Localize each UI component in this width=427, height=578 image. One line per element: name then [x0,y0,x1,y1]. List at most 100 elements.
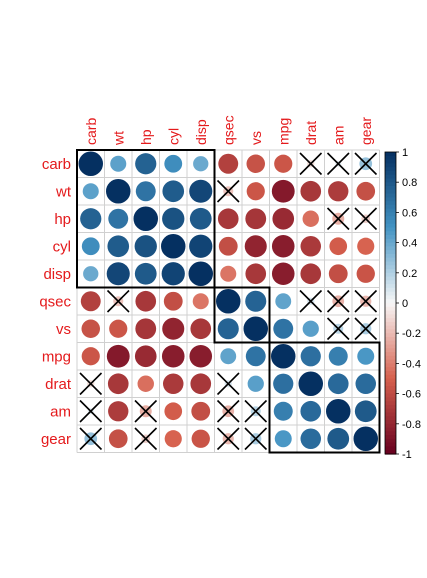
insignificant-cross-am-hp [134,399,158,423]
colorbar-band [385,253,396,259]
colorbar-tick-label: 0.8 [402,177,417,189]
correlation-circle-hp-vs [245,208,267,230]
colorbar-band [385,189,396,195]
colorbar-band [385,257,396,263]
colorbar-band [385,280,396,285]
colorbar-band [385,250,396,255]
correlation-circle-gear-disp [191,429,210,448]
colorbar-tick-label: 0 [402,298,408,310]
correlation-circle-vs-mpg [273,318,294,339]
colorbar-band [385,291,396,297]
correlation-circle-qsec-disp [192,293,209,310]
insignificant-cross-carb-am [326,152,350,176]
correlation-circle-mpg-qsec [220,348,237,365]
correlation-circle-carb-vs [246,154,265,173]
correlation-circle-vs-cyl [162,317,185,340]
colorbar-band [385,163,396,168]
colorbar-band [385,310,396,315]
correlation-circle-disp-hp [134,262,157,285]
correlation-circle-carb-wt [110,155,127,172]
correlation-circle-mpg-am [328,346,348,366]
colorbar-band [385,321,396,327]
colorbar-band [385,303,396,308]
insignificant-cross-carb-gear [354,152,378,176]
correlation-circle-carb-qsec [218,153,239,174]
correlation-circle-cyl-drat [300,236,321,257]
correlation-circle-gear-mpg [274,430,292,448]
colorbar-tick-label: 0.4 [402,238,417,250]
colorbar-band [385,336,396,342]
colorbar-band [385,431,396,436]
colorbar-band [385,276,396,281]
correlation-circle-cyl-gear [357,237,375,255]
colorbar-band [385,261,396,266]
cluster-rectangles [76,149,381,454]
colorbar-band [385,378,396,383]
colorbar-band [385,352,396,357]
correlation-circle-disp-carb [83,266,99,282]
grid [76,149,380,453]
row-label-wt: wt [55,183,72,200]
correlation-circle-hp-carb [80,208,102,230]
correlation-circle-wt-vs [246,182,265,201]
colorbar-band [385,416,396,421]
correlation-circle-hp-wt [108,208,129,229]
correlation-circle-gear-gear [353,426,378,451]
insignificant-cross-drat-qsec [216,372,240,396]
correlation-circle-am-disp [191,401,211,421]
colorbar-band [385,182,396,187]
correlation-circle-drat-drat [298,371,323,396]
insignificant-cross-gear-qsec [216,427,240,451]
colorbar-band [385,450,396,455]
correlation-circle-carb-cyl [164,154,183,173]
column-label-drat: drat [303,121,319,145]
correlation-circle-wt-carb [82,183,99,200]
colorbar-band [385,299,396,304]
insignificant-cross-qsec-gear [354,289,378,313]
colorbar-band [385,397,396,402]
row-label-am: am [50,403,71,420]
correlation-circle-wt-wt [106,179,131,204]
colorbar-tick-label: -1 [402,449,412,461]
correlation-circle-mpg-wt [106,344,130,368]
colorbar-band [385,212,396,217]
colorbar-band [385,438,396,444]
correlation-circle-disp-am [328,264,348,284]
colorbar-band [385,359,396,364]
correlation-circle-drat-gear [355,373,376,394]
correlation-circle-wt-gear [356,181,376,201]
insignificant-cross-gear-carb [79,427,103,451]
correlation-circle-vs-drat [302,320,319,337]
colorbar-band [385,393,396,398]
correlation-circle-am-cyl [164,402,183,421]
insignificant-cross-am-carb [79,399,103,423]
insignificant-cross-vs-am [326,317,350,341]
colorbar-band [385,155,396,161]
row-label-qsec: qsec [39,293,71,310]
colorbar-band [385,219,396,225]
correlation-circle-disp-cyl [161,262,185,286]
correlation-circle-drat-cyl [163,373,184,394]
colorbar-band [385,204,396,210]
correlation-circle-disp-mpg [271,262,295,286]
correlation-circle-hp-drat [302,210,319,227]
colorbar-tick-label: -0.4 [402,358,421,370]
colorbar-band [385,329,396,334]
correlation-circles [78,151,378,451]
colorbar-band [385,238,396,244]
correlation-circle-disp-disp [188,261,213,286]
correlation-circle-wt-mpg [271,179,295,203]
row-label-vs: vs [56,321,71,338]
correlation-circle-mpg-gear [357,347,375,365]
correlation-circle-carb-mpg [274,154,293,173]
colorbar-band [385,167,396,172]
correlation-circle-drat-am [327,373,349,395]
row-label-hp: hp [54,211,71,228]
correlation-circle-qsec-qsec [216,289,241,314]
column-label-am: am [330,126,346,145]
correlation-circle-cyl-am [329,237,348,256]
correlation-circle-hp-disp [189,207,212,230]
correlation-circle-qsec-carb [80,291,101,312]
insignificant-cross-carb-drat [299,152,323,176]
correlation-circle-am-mpg [273,401,293,421]
